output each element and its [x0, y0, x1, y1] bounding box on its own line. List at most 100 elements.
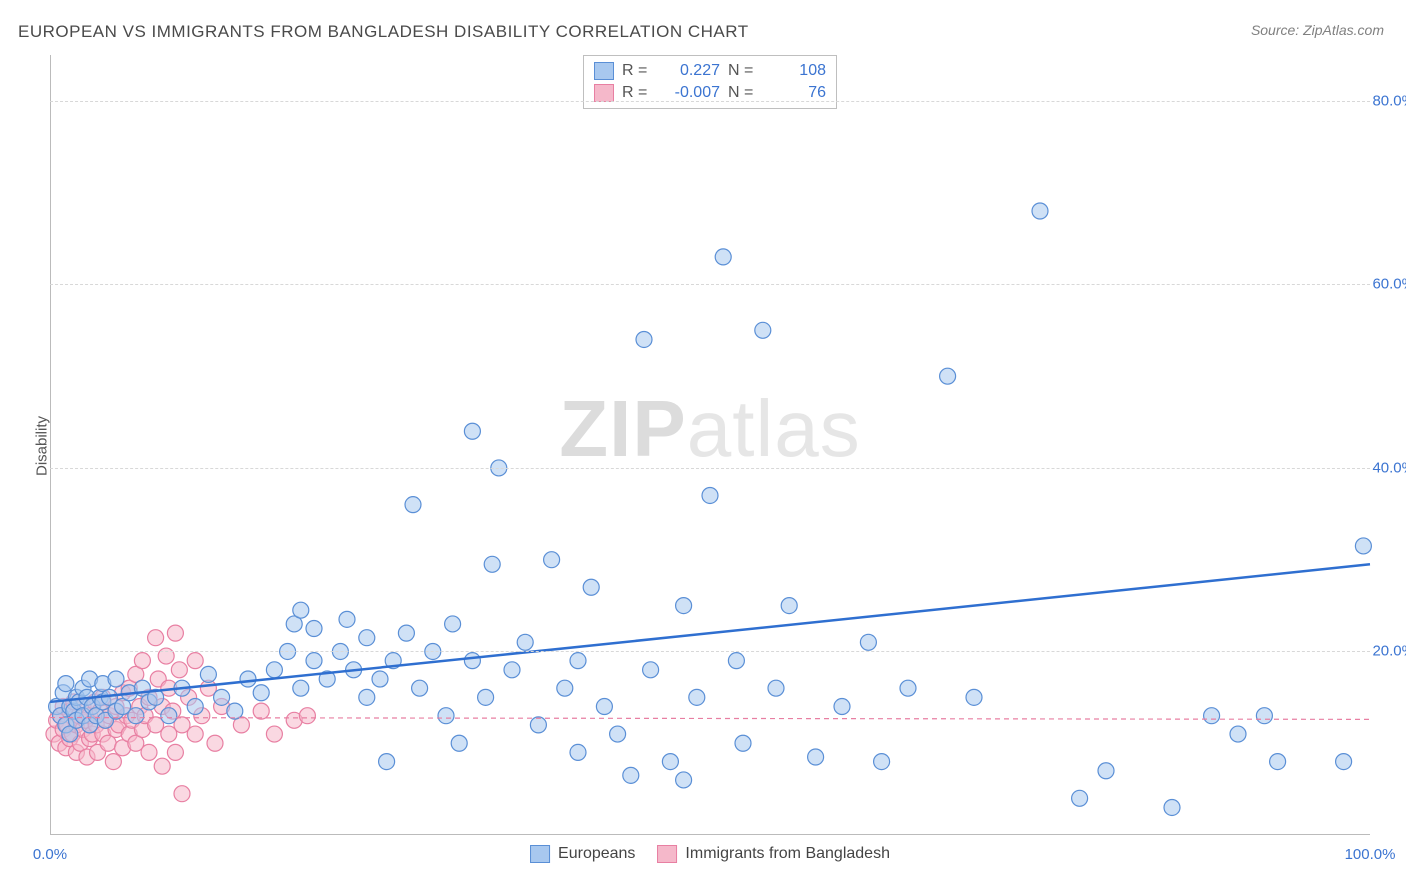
scatter-point-europeans — [339, 611, 355, 627]
trendline-bangladesh — [50, 718, 1370, 720]
scatter-point-bangladesh — [253, 703, 269, 719]
scatter-point-europeans — [1256, 708, 1272, 724]
scatter-point-europeans — [128, 708, 144, 724]
y-tick-label: 80.0% — [1372, 92, 1406, 109]
scatter-point-europeans — [266, 662, 282, 678]
scatter-point-bangladesh — [148, 630, 164, 646]
scatter-point-europeans — [1164, 799, 1180, 815]
scatter-point-europeans — [438, 708, 454, 724]
scatter-point-europeans — [940, 368, 956, 384]
scatter-point-europeans — [530, 717, 546, 733]
scatter-point-europeans — [484, 556, 500, 572]
scatter-point-bangladesh — [158, 648, 174, 664]
scatter-point-europeans — [676, 772, 692, 788]
page-title: EUROPEAN VS IMMIGRANTS FROM BANGLADESH D… — [18, 22, 749, 42]
scatter-point-europeans — [1355, 538, 1371, 554]
legend-item-europeans: Europeans — [530, 845, 635, 863]
scatter-point-europeans — [464, 653, 480, 669]
scatter-point-bangladesh — [207, 735, 223, 751]
scatter-point-bangladesh — [171, 662, 187, 678]
x-tick-label: 100.0% — [1345, 846, 1396, 863]
scatter-point-europeans — [636, 331, 652, 347]
scatter-point-bangladesh — [167, 744, 183, 760]
scatter-point-europeans — [240, 671, 256, 687]
scatter-point-europeans — [702, 487, 718, 503]
scatter-point-europeans — [379, 754, 395, 770]
scatter-point-europeans — [293, 680, 309, 696]
scatter-point-europeans — [478, 689, 494, 705]
n-value-bangladesh: 76 — [764, 84, 826, 102]
scatter-point-europeans — [808, 749, 824, 765]
scatter-point-bangladesh — [187, 653, 203, 669]
y-tick-label: 40.0% — [1372, 459, 1406, 476]
scatter-point-europeans — [306, 653, 322, 669]
scatter-point-europeans — [781, 598, 797, 614]
n-value-europeans: 108 — [764, 62, 826, 80]
scatter-point-europeans — [306, 621, 322, 637]
legend-label: Immigrants from Bangladesh — [685, 845, 890, 863]
r-label: R = — [622, 62, 650, 80]
scatter-point-europeans — [108, 671, 124, 687]
gridline — [50, 468, 1370, 469]
scatter-point-europeans — [1072, 790, 1088, 806]
scatter-point-europeans — [187, 699, 203, 715]
scatter-point-europeans — [623, 767, 639, 783]
scatter-point-europeans — [1270, 754, 1286, 770]
scatter-point-europeans — [834, 699, 850, 715]
scatter-point-europeans — [398, 625, 414, 641]
scatter-point-europeans — [214, 689, 230, 705]
scatter-point-europeans — [504, 662, 520, 678]
r-label: R = — [622, 84, 650, 102]
scatter-point-bangladesh — [167, 625, 183, 641]
scatter-point-europeans — [1098, 763, 1114, 779]
scatter-point-europeans — [689, 689, 705, 705]
scatter-point-europeans — [1204, 708, 1220, 724]
scatter-point-europeans — [874, 754, 890, 770]
scatter-point-europeans — [728, 653, 744, 669]
gridline — [50, 284, 1370, 285]
scatter-point-bangladesh — [141, 744, 157, 760]
scatter-point-europeans — [464, 423, 480, 439]
legend-item-bangladesh: Immigrants from Bangladesh — [657, 845, 890, 863]
scatter-point-europeans — [1230, 726, 1246, 742]
scatter-point-europeans — [372, 671, 388, 687]
source-attribution: Source: ZipAtlas.com — [1251, 22, 1384, 38]
scatter-point-europeans — [359, 630, 375, 646]
x-tick-label: 0.0% — [33, 846, 67, 863]
scatter-point-bangladesh — [105, 754, 121, 770]
y-tick-label: 20.0% — [1372, 643, 1406, 660]
n-label: N = — [728, 84, 756, 102]
n-label: N = — [728, 62, 756, 80]
scatter-point-europeans — [227, 703, 243, 719]
y-tick-label: 60.0% — [1372, 276, 1406, 293]
scatter-point-europeans — [405, 497, 421, 513]
legend-series: Europeans Immigrants from Bangladesh — [530, 845, 890, 863]
scatter-point-bangladesh — [299, 708, 315, 724]
scatter-point-bangladesh — [266, 726, 282, 742]
scatter-point-europeans — [161, 708, 177, 724]
scatter-point-europeans — [755, 322, 771, 338]
scatter-point-europeans — [451, 735, 467, 751]
scatter-point-europeans — [517, 634, 533, 650]
scatter-point-bangladesh — [154, 758, 170, 774]
scatter-point-europeans — [359, 689, 375, 705]
y-axis-label: Disability — [34, 416, 51, 476]
scatter-point-bangladesh — [187, 726, 203, 742]
scatter-point-europeans — [596, 699, 612, 715]
scatter-point-europeans — [570, 653, 586, 669]
scatter-point-europeans — [610, 726, 626, 742]
scatter-point-europeans — [445, 616, 461, 632]
scatter-point-europeans — [676, 598, 692, 614]
scatter-point-europeans — [966, 689, 982, 705]
scatter-point-europeans — [557, 680, 573, 696]
swatch-bangladesh — [657, 845, 677, 863]
scatter-point-europeans — [900, 680, 916, 696]
scatter-point-europeans — [583, 579, 599, 595]
legend-stats-row-europeans: R = 0.227 N = 108 — [594, 60, 826, 82]
swatch-bangladesh — [594, 84, 614, 102]
scatter-point-europeans — [662, 754, 678, 770]
scatter-point-europeans — [58, 676, 74, 692]
scatter-point-europeans — [1336, 754, 1352, 770]
scatter-point-europeans — [293, 602, 309, 618]
swatch-europeans — [530, 845, 550, 863]
